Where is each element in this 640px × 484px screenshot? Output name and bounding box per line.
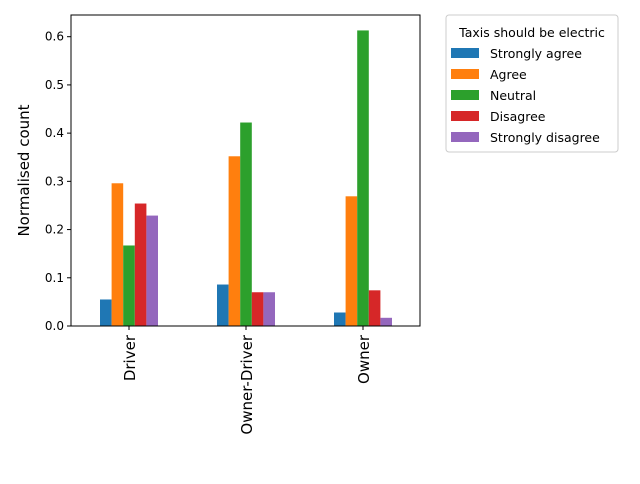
y-axis: 0.0 0.1 0.2 0.3 0.4 0.5 0.6: [45, 30, 71, 333]
bar-owner-neutral: [357, 30, 369, 327]
y-tick-label: 0.6: [45, 30, 64, 44]
x-category-label: Driver: [121, 334, 139, 381]
legend-label: Disagree: [490, 109, 546, 124]
bar-driver-disagree: [134, 203, 147, 326]
y-tick-label: 0.5: [45, 78, 64, 92]
bar-owner-driver-strongly-agree: [217, 284, 229, 326]
bar-owner-strongly-disagree: [380, 317, 392, 326]
legend-label: Neutral: [490, 88, 536, 103]
y-tick-label: 0.1: [45, 271, 64, 285]
legend: Taxis should be electric Strongly agree A…: [445, 14, 619, 153]
legend-swatch: [451, 48, 479, 58]
y-tick-label: 0.4: [45, 126, 64, 140]
x-axis: Driver Owner-Driver Owner: [121, 326, 373, 435]
bar-driver-neutral: [123, 245, 135, 326]
legend-swatch: [451, 132, 479, 142]
bar-driver-agree: [111, 183, 124, 326]
bar-owner-agree: [345, 196, 358, 326]
bars-layer: [100, 30, 392, 327]
bar-owner-strongly-agree: [334, 312, 346, 326]
y-tick-label: 0.0: [45, 319, 64, 333]
legend-swatch: [451, 111, 479, 121]
bar-owner-driver-strongly-disagree: [263, 292, 275, 326]
x-category-label: Owner-Driver: [238, 334, 256, 434]
bar-owner-driver-disagree: [251, 292, 264, 326]
bar-owner-driver-neutral: [240, 122, 252, 327]
legend-label: Agree: [490, 67, 527, 82]
legend-title: Taxis should be electric: [458, 25, 605, 40]
bar-owner-driver-agree: [228, 156, 241, 326]
legend-label: Strongly disagree: [490, 130, 600, 145]
bar-driver-strongly-disagree: [146, 215, 158, 326]
bar-owner-disagree: [368, 290, 381, 326]
legend-swatch: [451, 90, 479, 100]
y-tick-label: 0.3: [45, 174, 64, 188]
legend-box: [445, 14, 619, 153]
bar-driver-strongly-agree: [100, 299, 112, 326]
x-category-label: Owner: [355, 334, 373, 384]
legend-items: Strongly agree Agree Neutral Disagree Strong…: [451, 46, 600, 145]
y-tick-label: 0.2: [45, 223, 64, 237]
legend-swatch: [451, 69, 479, 79]
legend-label: Strongly agree: [490, 46, 582, 61]
y-axis-title: Normalised count: [15, 104, 33, 236]
